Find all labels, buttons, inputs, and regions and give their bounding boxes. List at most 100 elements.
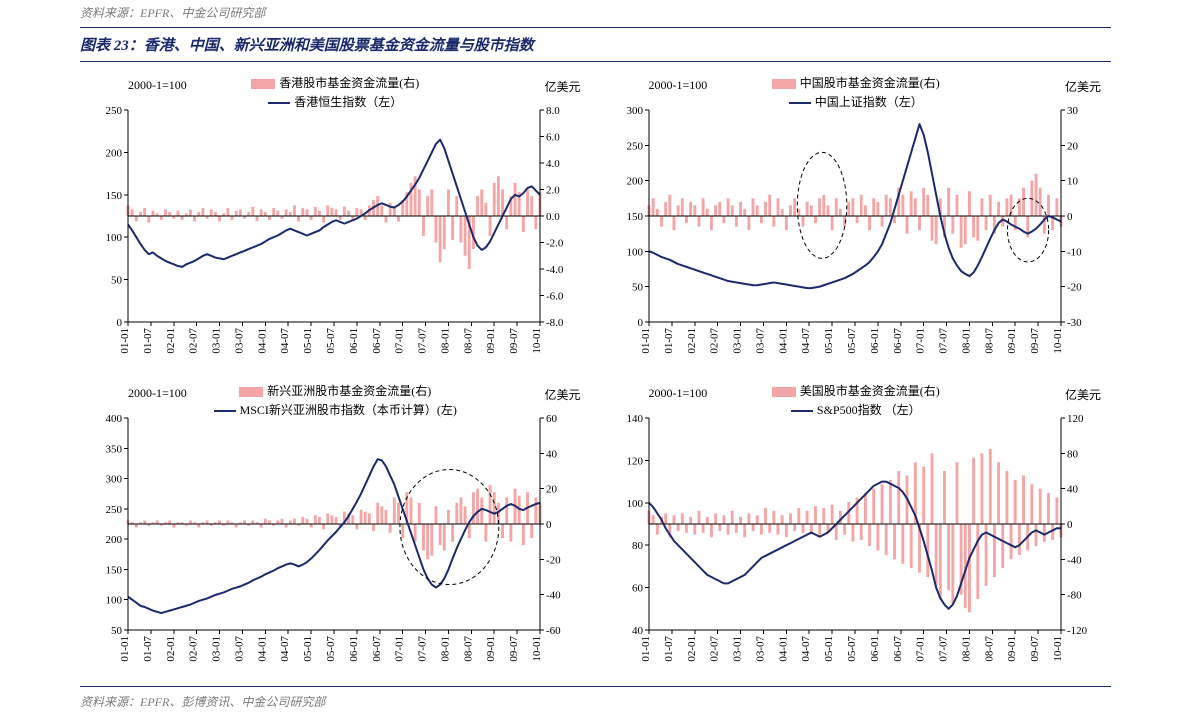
svg-text:06-07: 06-07	[891, 328, 903, 354]
legend-us: 美国股市基金资金流量(右) S&P500指数 （左）	[601, 384, 1112, 418]
svg-text:06-01: 06-01	[868, 636, 880, 662]
svg-text:05-01: 05-01	[823, 636, 835, 662]
svg-text:07-07: 07-07	[417, 636, 429, 662]
svg-text:10: 10	[1067, 176, 1079, 188]
bar-swatch-icon	[772, 79, 796, 89]
line-swatch-icon	[789, 102, 811, 104]
svg-text:02-07: 02-07	[188, 636, 200, 662]
chart-hk: 2000-1=100 亿美元 香港股市基金资金流量(右) 香港恒生指数（左） 0…	[80, 72, 591, 372]
svg-text:01-07: 01-07	[662, 328, 674, 354]
svg-text:07-07: 07-07	[937, 636, 949, 662]
bar-swatch-icon	[239, 387, 263, 397]
svg-text:100: 100	[106, 595, 123, 607]
svg-text:09-01: 09-01	[1006, 636, 1018, 662]
chart-svg-cn: 050100150200250300-30-20-10010203001-010…	[601, 72, 1101, 372]
svg-text:01-07: 01-07	[142, 636, 154, 662]
legend-bar-em: 新兴亚洲股市基金资金流量(右)	[267, 384, 431, 399]
svg-text:20: 20	[1067, 140, 1079, 152]
svg-text:07-07: 07-07	[937, 328, 949, 354]
figure-title: 图表 23：香港、中国、新兴亚洲和美国股票基金资金流量与股市指数	[80, 27, 1111, 62]
svg-text:10-01: 10-01	[1052, 328, 1064, 354]
svg-text:06-01: 06-01	[868, 328, 880, 354]
svg-text:03-07: 03-07	[754, 328, 766, 354]
svg-text:02-01: 02-01	[685, 636, 697, 662]
svg-text:07-01: 07-01	[394, 328, 406, 354]
svg-text:03-01: 03-01	[211, 328, 223, 354]
svg-text:-20: -20	[1067, 282, 1082, 294]
svg-text:09-07: 09-07	[508, 328, 520, 354]
svg-text:02-07: 02-07	[708, 328, 720, 354]
svg-text:03-07: 03-07	[233, 328, 245, 354]
svg-text:07-01: 07-01	[914, 328, 926, 354]
svg-text:08-07: 08-07	[983, 328, 995, 354]
svg-text:4.0: 4.0	[546, 158, 560, 170]
svg-text:08-01: 08-01	[439, 328, 451, 354]
svg-text:09-01: 09-01	[485, 636, 497, 662]
svg-text:01-07: 01-07	[142, 328, 154, 354]
svg-text:08-07: 08-07	[462, 328, 474, 354]
chart-svg-us: 406080100120140-120-80-400408012001-0101…	[601, 380, 1101, 680]
svg-text:-80: -80	[1067, 590, 1082, 602]
svg-text:250: 250	[106, 504, 123, 516]
svg-text:01-01: 01-01	[119, 636, 131, 662]
legend-line-hk: 香港恒生指数（左）	[294, 95, 402, 110]
svg-text:08-07: 08-07	[983, 636, 995, 662]
line-swatch-icon	[268, 102, 290, 104]
svg-text:80: 80	[1067, 448, 1079, 460]
svg-text:01-07: 01-07	[662, 636, 674, 662]
chart-em: 2000-1=100 亿美元 新兴亚洲股市基金资金流量(右) MSCI新兴亚洲股…	[80, 380, 591, 680]
svg-text:120: 120	[626, 455, 643, 467]
svg-text:20: 20	[546, 484, 558, 496]
svg-text:-40: -40	[546, 590, 561, 602]
legend-hk: 香港股市基金资金流量(右) 香港恒生指数（左）	[80, 76, 591, 110]
svg-text:05-01: 05-01	[823, 328, 835, 354]
svg-text:250: 250	[626, 140, 643, 152]
svg-text:40: 40	[546, 448, 558, 460]
svg-text:150: 150	[106, 190, 123, 202]
chart-svg-hk: 050100150200250-8.0-6.0-4.0-2.00.02.04.0…	[80, 72, 580, 372]
svg-text:10-01: 10-01	[531, 328, 543, 354]
svg-text:03-07: 03-07	[233, 636, 245, 662]
svg-text:08-07: 08-07	[462, 636, 474, 662]
svg-text:300: 300	[106, 474, 123, 486]
svg-text:02-01: 02-01	[685, 328, 697, 354]
svg-text:-30: -30	[1067, 317, 1082, 329]
legend-bar-us: 美国股市基金资金流量(右)	[800, 384, 940, 399]
svg-text:6.0: 6.0	[546, 132, 560, 144]
svg-text:05-07: 05-07	[325, 328, 337, 354]
svg-text:01-01: 01-01	[640, 636, 652, 662]
svg-text:0: 0	[1067, 211, 1073, 223]
svg-text:09-07: 09-07	[508, 636, 520, 662]
svg-text:200: 200	[106, 147, 123, 159]
svg-text:01-01: 01-01	[119, 328, 131, 354]
svg-text:-120: -120	[1067, 625, 1088, 637]
svg-text:80: 80	[632, 540, 644, 552]
svg-text:01-01: 01-01	[640, 328, 652, 354]
svg-text:06-07: 06-07	[891, 636, 903, 662]
chart-svg-em: 50100150200250300350400-60-40-2002040600…	[80, 380, 580, 680]
svg-text:100: 100	[106, 232, 123, 244]
svg-text:05-01: 05-01	[302, 328, 314, 354]
svg-text:-2.0: -2.0	[546, 238, 564, 250]
bar-swatch-icon	[772, 387, 796, 397]
svg-text:50: 50	[111, 275, 123, 287]
legend-bar-cn: 中国股市基金资金流量(右)	[800, 76, 940, 91]
svg-text:05-07: 05-07	[846, 328, 858, 354]
svg-text:100: 100	[626, 246, 643, 258]
svg-text:09-01: 09-01	[1006, 328, 1018, 354]
svg-text:07-01: 07-01	[394, 636, 406, 662]
source-bottom: 资料来源：EPFR、彭博资讯、中金公司研究部	[80, 686, 1111, 722]
svg-text:200: 200	[106, 534, 123, 546]
svg-text:40: 40	[1067, 484, 1079, 496]
svg-text:03-07: 03-07	[754, 636, 766, 662]
svg-text:02-07: 02-07	[188, 328, 200, 354]
svg-text:-6.0: -6.0	[546, 291, 564, 303]
svg-text:-8.0: -8.0	[546, 317, 564, 329]
chart-cn: 2000-1=100 亿美元 中国股市基金资金流量(右) 中国上证指数（左） 0…	[601, 72, 1112, 372]
charts-grid: 2000-1=100 亿美元 香港股市基金资金流量(右) 香港恒生指数（左） 0…	[80, 62, 1111, 686]
legend-em: 新兴亚洲股市基金资金流量(右) MSCI新兴亚洲股市指数（本币计算）(左)	[80, 384, 591, 418]
svg-text:09-01: 09-01	[485, 328, 497, 354]
svg-text:05-01: 05-01	[302, 636, 314, 662]
svg-text:-10: -10	[1067, 246, 1082, 258]
legend-line-cn: 中国上证指数（左）	[815, 95, 923, 110]
